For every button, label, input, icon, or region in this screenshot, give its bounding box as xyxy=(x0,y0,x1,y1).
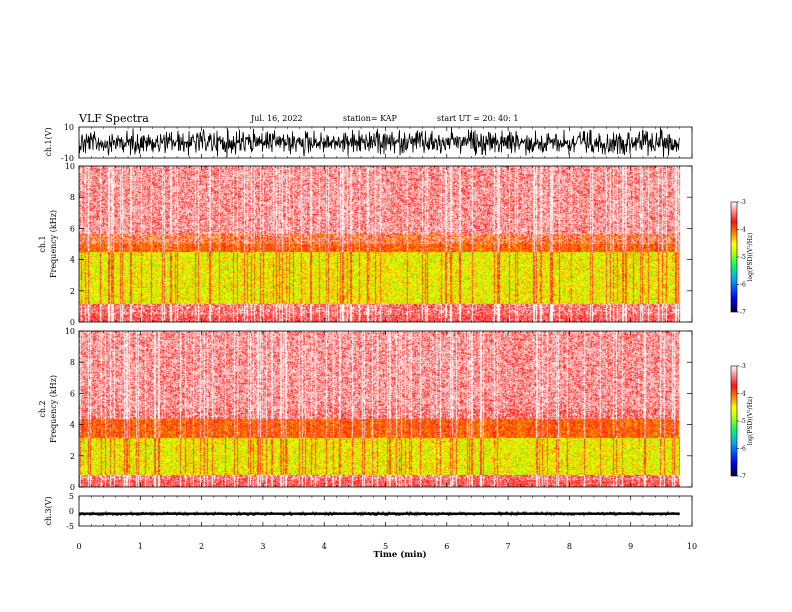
time-tick-label: 6 xyxy=(444,542,449,551)
ch1-waveform-panel: 10 -10 ch.1(V) xyxy=(44,123,693,163)
colorbar-tick-label: -6 xyxy=(740,282,746,289)
ch1-wave-ylabel: ch.1(V) xyxy=(44,127,53,156)
colorbar-tick-label: -5 xyxy=(740,418,746,425)
freq-tick-label: 10 xyxy=(65,162,75,171)
ch3-wave-ylabel: ch.3(V) xyxy=(44,496,53,525)
time-tick-label: 8 xyxy=(567,542,572,551)
freq-tick-label: 2 xyxy=(70,452,75,461)
colorbar-tick-label: -4 xyxy=(740,227,746,234)
time-tick-label: 10 xyxy=(687,542,697,551)
time-tick-label: 7 xyxy=(506,542,511,551)
colorbar-tick-label: -7 xyxy=(740,309,746,316)
date-label: Jul. 16, 2022 xyxy=(251,114,303,123)
ch3-waveform-panel: 5 0 -5 ch.3(V) xyxy=(44,492,693,531)
ch3-wave-ytick-bottom: -5 xyxy=(66,522,74,531)
ch2-frequency-ticks: 0 2 4 6 8 10 xyxy=(65,327,692,492)
freq-tick-label: 0 xyxy=(70,318,75,327)
freq-tick-label: 4 xyxy=(70,256,75,265)
ch1-colorbar-label: log(PSD)(V²/Hz) xyxy=(747,233,754,282)
freq-tick-label: 8 xyxy=(70,193,75,202)
ch1-colorbar-scale xyxy=(730,201,738,313)
freq-tick-label: 8 xyxy=(70,358,75,367)
ch2-colorbar-ticks: -3 -4 -5 -6 -7 xyxy=(737,363,746,480)
ch2-spectrogram-panel: 0 2 4 6 8 10 ch.2 Frequency (kHz) xyxy=(38,327,693,492)
time-tick-label: 2 xyxy=(199,542,204,551)
time-tick-label: 0 xyxy=(76,542,81,551)
colorbar-tick-label: -3 xyxy=(740,363,746,370)
ch2-spec-ylabel-ch: ch.2 xyxy=(38,400,47,417)
x-axis-label: Time (min) xyxy=(373,549,426,560)
ch1-wave-ytick-bottom: -10 xyxy=(61,154,74,163)
ch2-colorbar-label: log(PSD)(V²/Hz) xyxy=(747,397,754,446)
time-tick-label: 3 xyxy=(260,542,265,551)
freq-tick-label: 2 xyxy=(70,287,75,296)
ch3-waveform-band xyxy=(79,512,680,515)
start-time-label: start UT = 20: 40: 1 xyxy=(437,114,519,123)
freq-tick-label: 6 xyxy=(70,389,75,398)
figure-title: VLF Spectra xyxy=(79,112,149,125)
colorbar-tick-label: -5 xyxy=(740,254,746,261)
freq-tick-label: 4 xyxy=(70,421,75,430)
ch1-colorbar: -3 -4 -5 -6 -7 log(PSD)(V²/Hz) xyxy=(730,199,754,316)
ch1-spectrogram-panel: 0 2 4 6 8 10 ch.1 Frequency (kHz) xyxy=(38,162,693,327)
colorbar-tick-label: -4 xyxy=(740,391,746,398)
freq-tick-label: 0 xyxy=(70,483,75,492)
ch1-wave-ytick-top: 10 xyxy=(64,123,74,132)
ch1-frequency-ticks: 0 2 4 6 8 10 xyxy=(65,162,692,327)
time-tick-label: 1 xyxy=(138,542,143,551)
time-tick-label: 5 xyxy=(383,542,388,551)
colorbar-tick-label: -7 xyxy=(740,473,746,480)
colorbar-tick-label: -3 xyxy=(740,199,746,206)
freq-tick-label: 10 xyxy=(65,327,75,336)
ch1-spec-ylabel-freq: Frequency (kHz) xyxy=(49,210,58,278)
ch1-spec-ylabel-ch: ch.1 xyxy=(38,235,47,252)
ch3-wave-ytick-top: 5 xyxy=(69,492,74,501)
colorbar-tick-label: -6 xyxy=(740,446,746,453)
ch2-spectrogram-image xyxy=(79,331,692,487)
station-label: station= KAP xyxy=(343,114,397,123)
time-ticks: 0 1 2 3 4 5 6 7 8 9 10 xyxy=(76,127,697,551)
time-tick-label: 9 xyxy=(628,542,633,551)
ch1-colorbar-ticks: -3 -4 -5 -6 -7 xyxy=(737,199,746,316)
ch2-colorbar: -3 -4 -5 -6 -7 log(PSD)(V²/Hz) xyxy=(730,363,754,480)
ch2-colorbar-scale xyxy=(730,365,738,477)
ch3-wave-ytick-mid: 0 xyxy=(69,507,74,516)
freq-tick-label: 6 xyxy=(70,224,75,233)
ch2-spec-ylabel-freq: Frequency (kHz) xyxy=(49,375,58,443)
time-tick-label: 4 xyxy=(322,542,327,551)
ch1-spectrogram-image xyxy=(79,166,692,322)
ch1-waveform-trace xyxy=(79,127,680,158)
